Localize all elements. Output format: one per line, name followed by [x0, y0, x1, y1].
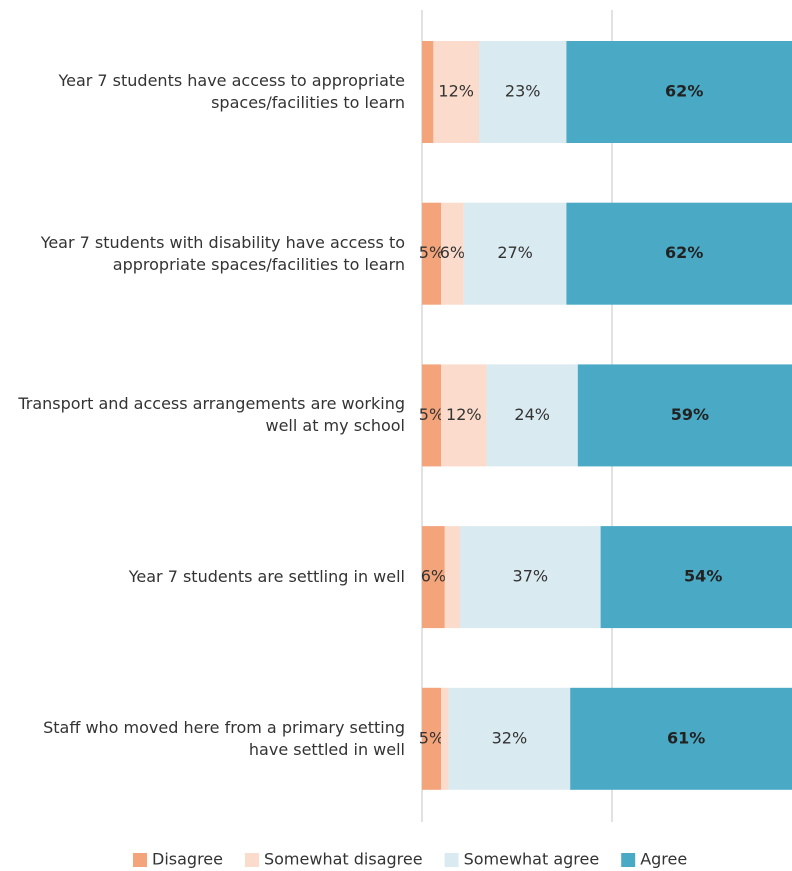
data-label: 6% — [421, 567, 446, 586]
bar-segment — [448, 687, 571, 790]
data-label: 12% — [438, 82, 474, 101]
bar-segment — [486, 364, 578, 467]
data-label: 62% — [665, 82, 703, 101]
legend-swatch — [621, 853, 636, 867]
bar-segment — [460, 526, 601, 629]
data-label: 54% — [684, 567, 722, 586]
category-label: Year 7 students have access to appropria… — [58, 71, 405, 112]
bar-segment — [479, 41, 567, 143]
bar-segment — [422, 687, 441, 790]
data-label: 32% — [492, 728, 528, 747]
legend-label: Disagree — [152, 850, 223, 869]
data-label: 27% — [497, 243, 533, 262]
legend-swatch — [244, 853, 259, 867]
legend-label: Agree — [640, 850, 687, 869]
bar-segment — [570, 687, 792, 790]
data-label: 24% — [514, 405, 550, 424]
bar-segment — [566, 202, 792, 305]
bar-segment — [422, 202, 441, 305]
bar-segment — [463, 202, 567, 305]
bar-segment — [577, 364, 792, 467]
bar-segment — [441, 687, 449, 790]
data-label: 37% — [513, 567, 549, 586]
bar-segment — [433, 41, 479, 143]
data-label: 5% — [419, 243, 444, 262]
data-label: 23% — [505, 82, 541, 101]
category-label: Transport and access arrangements are wo… — [18, 394, 405, 436]
bar-segment — [566, 41, 792, 143]
data-label: 59% — [671, 405, 709, 424]
category-label: Year 7 students with disability have acc… — [40, 232, 405, 274]
bar-segment — [422, 364, 441, 467]
bar-segment — [600, 526, 792, 629]
bar-segment — [422, 41, 434, 143]
legend-swatch — [133, 853, 147, 867]
data-label: 5% — [419, 728, 444, 747]
bar-segment — [422, 526, 445, 629]
data-label: 61% — [667, 728, 705, 747]
legend-swatch — [444, 853, 459, 867]
bar-segment — [441, 202, 464, 305]
bar-segment — [444, 526, 460, 629]
legend-label: Somewhat agree — [464, 850, 600, 869]
legend-label: Somewhat disagree — [264, 850, 423, 869]
category-label: Staff who moved here from a primary sett… — [43, 717, 405, 759]
category-label: Year 7 students are settling in well — [128, 567, 405, 587]
data-label: 6% — [440, 243, 465, 262]
data-label: 62% — [665, 243, 703, 262]
data-label: 5% — [419, 405, 444, 424]
data-label: 12% — [446, 405, 482, 424]
bar-segment — [441, 364, 487, 467]
